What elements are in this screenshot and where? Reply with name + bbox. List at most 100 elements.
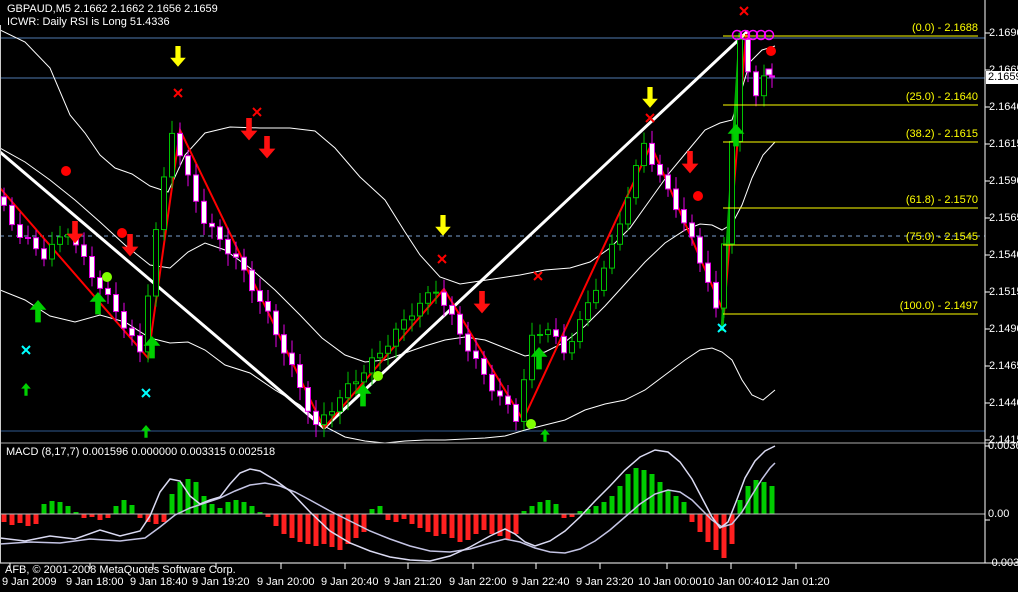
macd-bar-up — [201, 496, 207, 514]
fib-level-label: (100.0) - 2.1497 — [899, 300, 978, 312]
macd-bar-down — [281, 514, 287, 534]
macd-bar-down — [697, 514, 703, 532]
candle-bull — [761, 75, 767, 97]
candle-bear — [137, 335, 143, 353]
macd-bar-down — [457, 514, 463, 542]
macd-bar-up — [73, 512, 79, 514]
candle-bear — [121, 311, 127, 329]
candle-bull — [529, 334, 535, 381]
candle-bull — [617, 223, 623, 245]
symbol-ohlc-title: GBPAUD,M5 2.1662 2.1662 2.1656 2.1659 — [7, 3, 218, 15]
macd-bar-up — [545, 500, 551, 514]
candle-bull — [601, 267, 607, 291]
candle-bear — [81, 244, 87, 258]
signal-dot-red — [61, 166, 71, 176]
macd-bar-down — [409, 514, 415, 524]
macd-bar-down — [305, 514, 311, 544]
macd-bar-up — [65, 506, 71, 514]
candle-bull — [577, 319, 583, 343]
macd-bar-down — [265, 514, 271, 517]
macd-bar-up — [209, 504, 215, 514]
buy-arrow-small-icon — [141, 425, 151, 438]
candle-bull — [537, 333, 543, 336]
close-signal-icon — [437, 254, 447, 264]
fib-level-label: (75.0) - 2.1545 — [905, 231, 978, 243]
macd-bar-up — [737, 500, 743, 514]
time-axis-label: 9 Jan 18:00 — [66, 576, 124, 588]
candle-bear — [257, 290, 263, 302]
macd-bar-up — [193, 482, 199, 514]
macd-bar-down — [25, 514, 31, 526]
macd-bar-up — [657, 482, 663, 514]
candle-bear — [689, 222, 695, 238]
candle-bear — [681, 209, 687, 224]
candle-bear — [657, 163, 663, 176]
signal-dot-red — [766, 46, 776, 56]
macd-bar-up — [529, 506, 535, 514]
macd-bar-up — [185, 479, 191, 514]
macd-bar-up — [225, 502, 231, 514]
macd-bar-down — [81, 514, 87, 518]
candle-bear — [497, 390, 503, 397]
price-axis-label: 2.1540 — [989, 249, 1018, 261]
price-axis-label: 2.1465 — [989, 360, 1018, 372]
macd-bar-up — [577, 511, 583, 514]
macd-bar-up — [641, 470, 647, 514]
sell-arrow-icon — [121, 234, 139, 257]
fib-level-label: (0.0) - 2.1688 — [911, 22, 978, 34]
candle-bear — [473, 350, 479, 360]
top-signal-circle — [763, 29, 775, 41]
candle-bear — [313, 410, 319, 426]
macd-bar-down — [569, 514, 575, 517]
macd-bar-up — [745, 486, 751, 514]
bollinger-lower-band — [0, 289, 776, 444]
macd-bar-up — [593, 506, 599, 514]
candle-bear — [1, 196, 7, 206]
fib-level-label: (61.8) - 2.1570 — [905, 194, 978, 206]
close-signal-icon — [252, 107, 262, 117]
candle-bear — [705, 262, 711, 283]
macd-main-line — [0, 445, 776, 562]
candle-bear — [105, 287, 111, 296]
candle-bear — [297, 364, 303, 389]
macd-bar-up — [625, 474, 631, 514]
macd-bar-up — [257, 512, 263, 514]
candle-bear — [25, 236, 31, 239]
macd-bar-down — [473, 514, 479, 534]
candle-bear — [553, 329, 559, 337]
candle-bull — [593, 289, 599, 304]
macd-bar-up — [649, 474, 655, 514]
candle-bull — [353, 381, 359, 385]
top-signal-circle — [731, 29, 743, 41]
candle-bull — [49, 243, 55, 260]
macd-bar-up — [609, 496, 615, 514]
macd-bar-down — [689, 514, 695, 522]
candle-bear — [673, 188, 679, 211]
macd-bar-up — [377, 506, 383, 514]
candle-bull — [609, 243, 615, 269]
price-axis-label: 2.1565 — [989, 212, 1018, 224]
macd-bar-down — [137, 514, 143, 518]
fib-level-label: (25.0) - 2.1640 — [905, 91, 978, 103]
candle-bull — [425, 292, 431, 304]
candle-bull — [321, 414, 327, 426]
macd-bar-up — [681, 502, 687, 514]
macd-bar-down — [441, 514, 447, 534]
trend-line — [322, 29, 750, 430]
candle-bear — [449, 304, 455, 315]
macd-bar-down — [465, 514, 471, 540]
top-signal-circle — [755, 29, 767, 41]
price-axis-label: 2.1590 — [989, 175, 1018, 187]
macd-bar-up — [369, 509, 375, 514]
macd-bar-down — [497, 514, 503, 536]
macd-bar-up — [129, 505, 135, 514]
macd-bar-down — [161, 514, 167, 522]
time-axis-label: 12 Jan 01:20 — [766, 576, 830, 588]
macd-bar-down — [17, 514, 23, 523]
macd-bar-down — [273, 514, 279, 526]
candle-bear — [217, 226, 223, 240]
sell-arrow-icon — [681, 151, 699, 174]
macd-bar-down — [361, 514, 367, 532]
